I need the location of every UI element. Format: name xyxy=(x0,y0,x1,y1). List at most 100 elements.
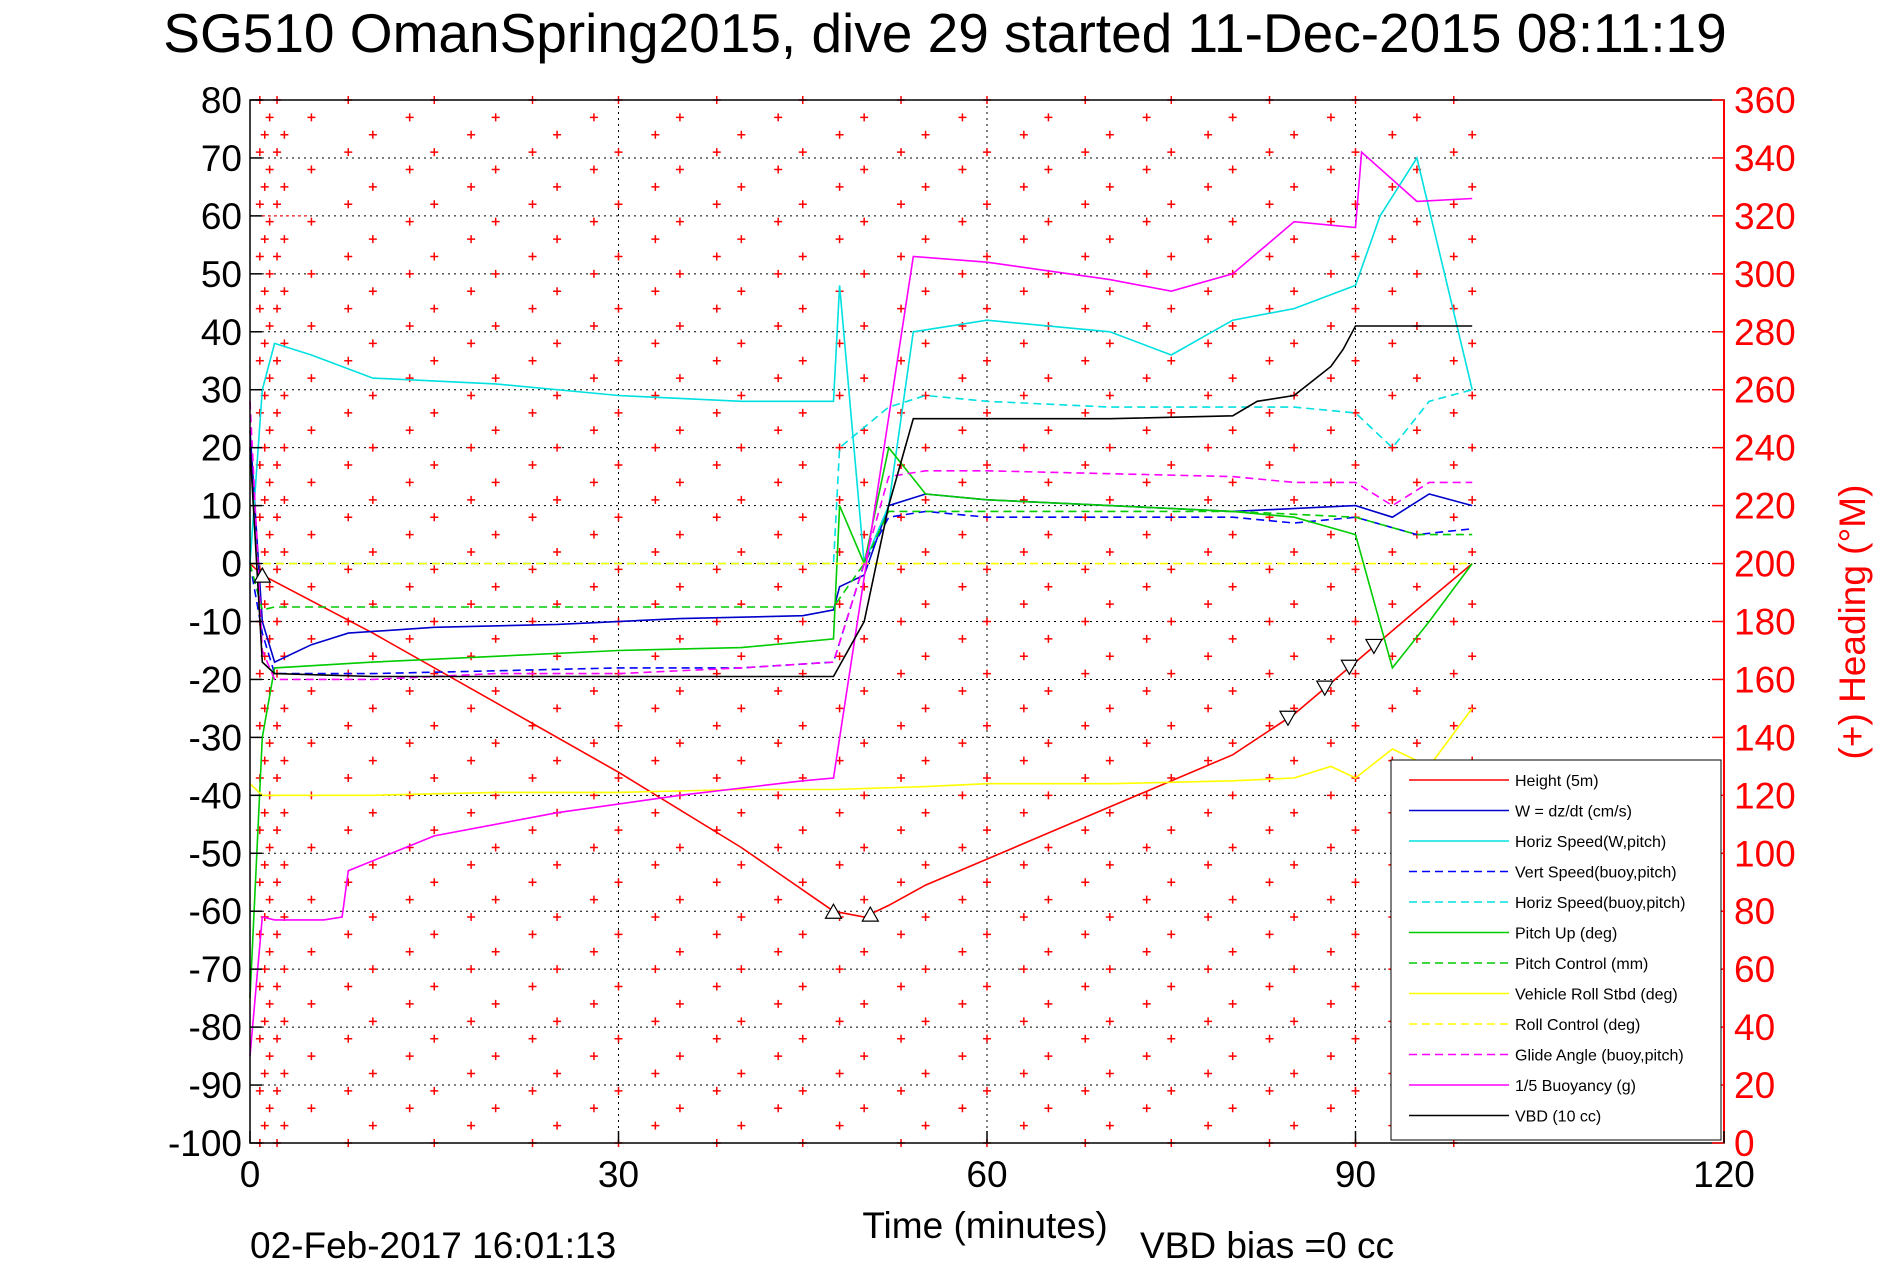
heading-point xyxy=(1019,182,1028,191)
heading-point xyxy=(1412,217,1421,226)
heading-point xyxy=(260,130,269,139)
heading-point xyxy=(1019,1069,1028,1078)
heading-point xyxy=(651,808,660,817)
y-tick-label: -60 xyxy=(189,891,242,932)
legend-entry: Horiz Speed(W,pitch) xyxy=(1515,834,1666,851)
heading-point xyxy=(983,721,991,730)
heading-point xyxy=(1204,704,1213,713)
heading-point xyxy=(260,443,269,452)
heading-point xyxy=(835,182,844,191)
heading-point xyxy=(737,756,746,765)
heading-point xyxy=(1204,391,1213,400)
heading-point xyxy=(1228,999,1237,1008)
heading-point xyxy=(712,721,721,730)
heading-point xyxy=(405,530,414,539)
heading-point xyxy=(273,356,282,365)
heading-point xyxy=(528,1034,537,1043)
y-tick-label: 0 xyxy=(221,544,242,585)
heading-point xyxy=(675,478,684,487)
heading-point xyxy=(265,269,274,278)
heading-point xyxy=(1044,687,1053,696)
heading-point xyxy=(430,1086,439,1095)
heading-point xyxy=(467,652,476,661)
heading-point xyxy=(1167,1034,1176,1043)
y-tick-label: -40 xyxy=(189,775,242,816)
heading-point xyxy=(260,287,269,296)
heading-point xyxy=(798,148,807,157)
heading-point xyxy=(798,617,807,626)
heading-point xyxy=(1228,634,1237,643)
heading-point xyxy=(835,1121,844,1130)
heading-point xyxy=(589,739,598,748)
heading-point xyxy=(651,495,660,504)
heading-point xyxy=(835,235,844,244)
heading-point xyxy=(491,1052,500,1061)
heading-point xyxy=(1105,235,1114,244)
heading-point xyxy=(921,1017,930,1026)
turn-markers xyxy=(253,566,1383,922)
heading-point xyxy=(1265,617,1274,626)
heading-point xyxy=(1351,304,1360,313)
heading-point xyxy=(921,130,930,139)
heading-point xyxy=(1019,1017,1028,1026)
heading-point xyxy=(712,930,721,939)
heading-point xyxy=(265,947,274,956)
heading-point xyxy=(265,895,274,904)
heading-point xyxy=(1326,217,1335,226)
y2-tick-label: 260 xyxy=(1734,370,1796,411)
heading-point xyxy=(265,843,274,852)
heading-point xyxy=(897,982,906,991)
heading-point xyxy=(983,878,991,887)
heading-point xyxy=(553,860,562,869)
heading-point xyxy=(1326,999,1335,1008)
heading-point xyxy=(675,999,684,1008)
heading-point xyxy=(651,704,660,713)
heading-point xyxy=(1142,426,1151,435)
heading-point xyxy=(553,756,562,765)
y2-tick-label: 80 xyxy=(1734,891,1775,932)
heading-point xyxy=(1326,269,1335,278)
heading-point xyxy=(1081,408,1090,417)
heading-point xyxy=(651,1121,660,1130)
heading-point xyxy=(958,374,967,383)
heading-point xyxy=(651,965,660,974)
heading-point xyxy=(1204,965,1213,974)
heading-point xyxy=(712,513,721,522)
heading-point xyxy=(897,826,906,835)
heading-point xyxy=(860,843,869,852)
heading-point xyxy=(1204,130,1213,139)
heading-point xyxy=(983,826,991,835)
heading-point xyxy=(1326,947,1335,956)
heading-point xyxy=(860,478,869,487)
heading-point xyxy=(1167,408,1176,417)
heading-point xyxy=(958,269,967,278)
heading-point xyxy=(835,860,844,869)
heading-point xyxy=(614,461,623,470)
heading-point xyxy=(1468,547,1477,556)
heading-point xyxy=(1290,860,1299,869)
heading-point xyxy=(1290,965,1299,974)
heading-point xyxy=(1265,878,1274,887)
heading-point xyxy=(921,860,930,869)
heading-point xyxy=(712,200,721,209)
heading-point xyxy=(1142,687,1151,696)
axis-ticks: 80706050403020100-10-20-30-40-50-60-70-8… xyxy=(168,80,1796,1195)
heading-point xyxy=(1142,165,1151,174)
heading-point xyxy=(528,304,537,313)
heading-point xyxy=(1044,582,1053,591)
heading-point xyxy=(614,721,623,730)
series-line-7 xyxy=(249,707,1473,797)
heading-point xyxy=(774,269,783,278)
heading-point xyxy=(774,165,783,174)
y2-tick-label: 140 xyxy=(1734,717,1796,758)
heading-point xyxy=(368,965,377,974)
series-line-2 xyxy=(249,155,1473,564)
heading-point xyxy=(983,565,991,574)
heading-point xyxy=(1449,461,1458,470)
heading-point xyxy=(1081,252,1090,261)
heading-point xyxy=(835,495,844,504)
heading-point xyxy=(1204,547,1213,556)
heading-point xyxy=(430,200,439,209)
heading-point xyxy=(1228,530,1237,539)
heading-point xyxy=(1449,721,1458,730)
